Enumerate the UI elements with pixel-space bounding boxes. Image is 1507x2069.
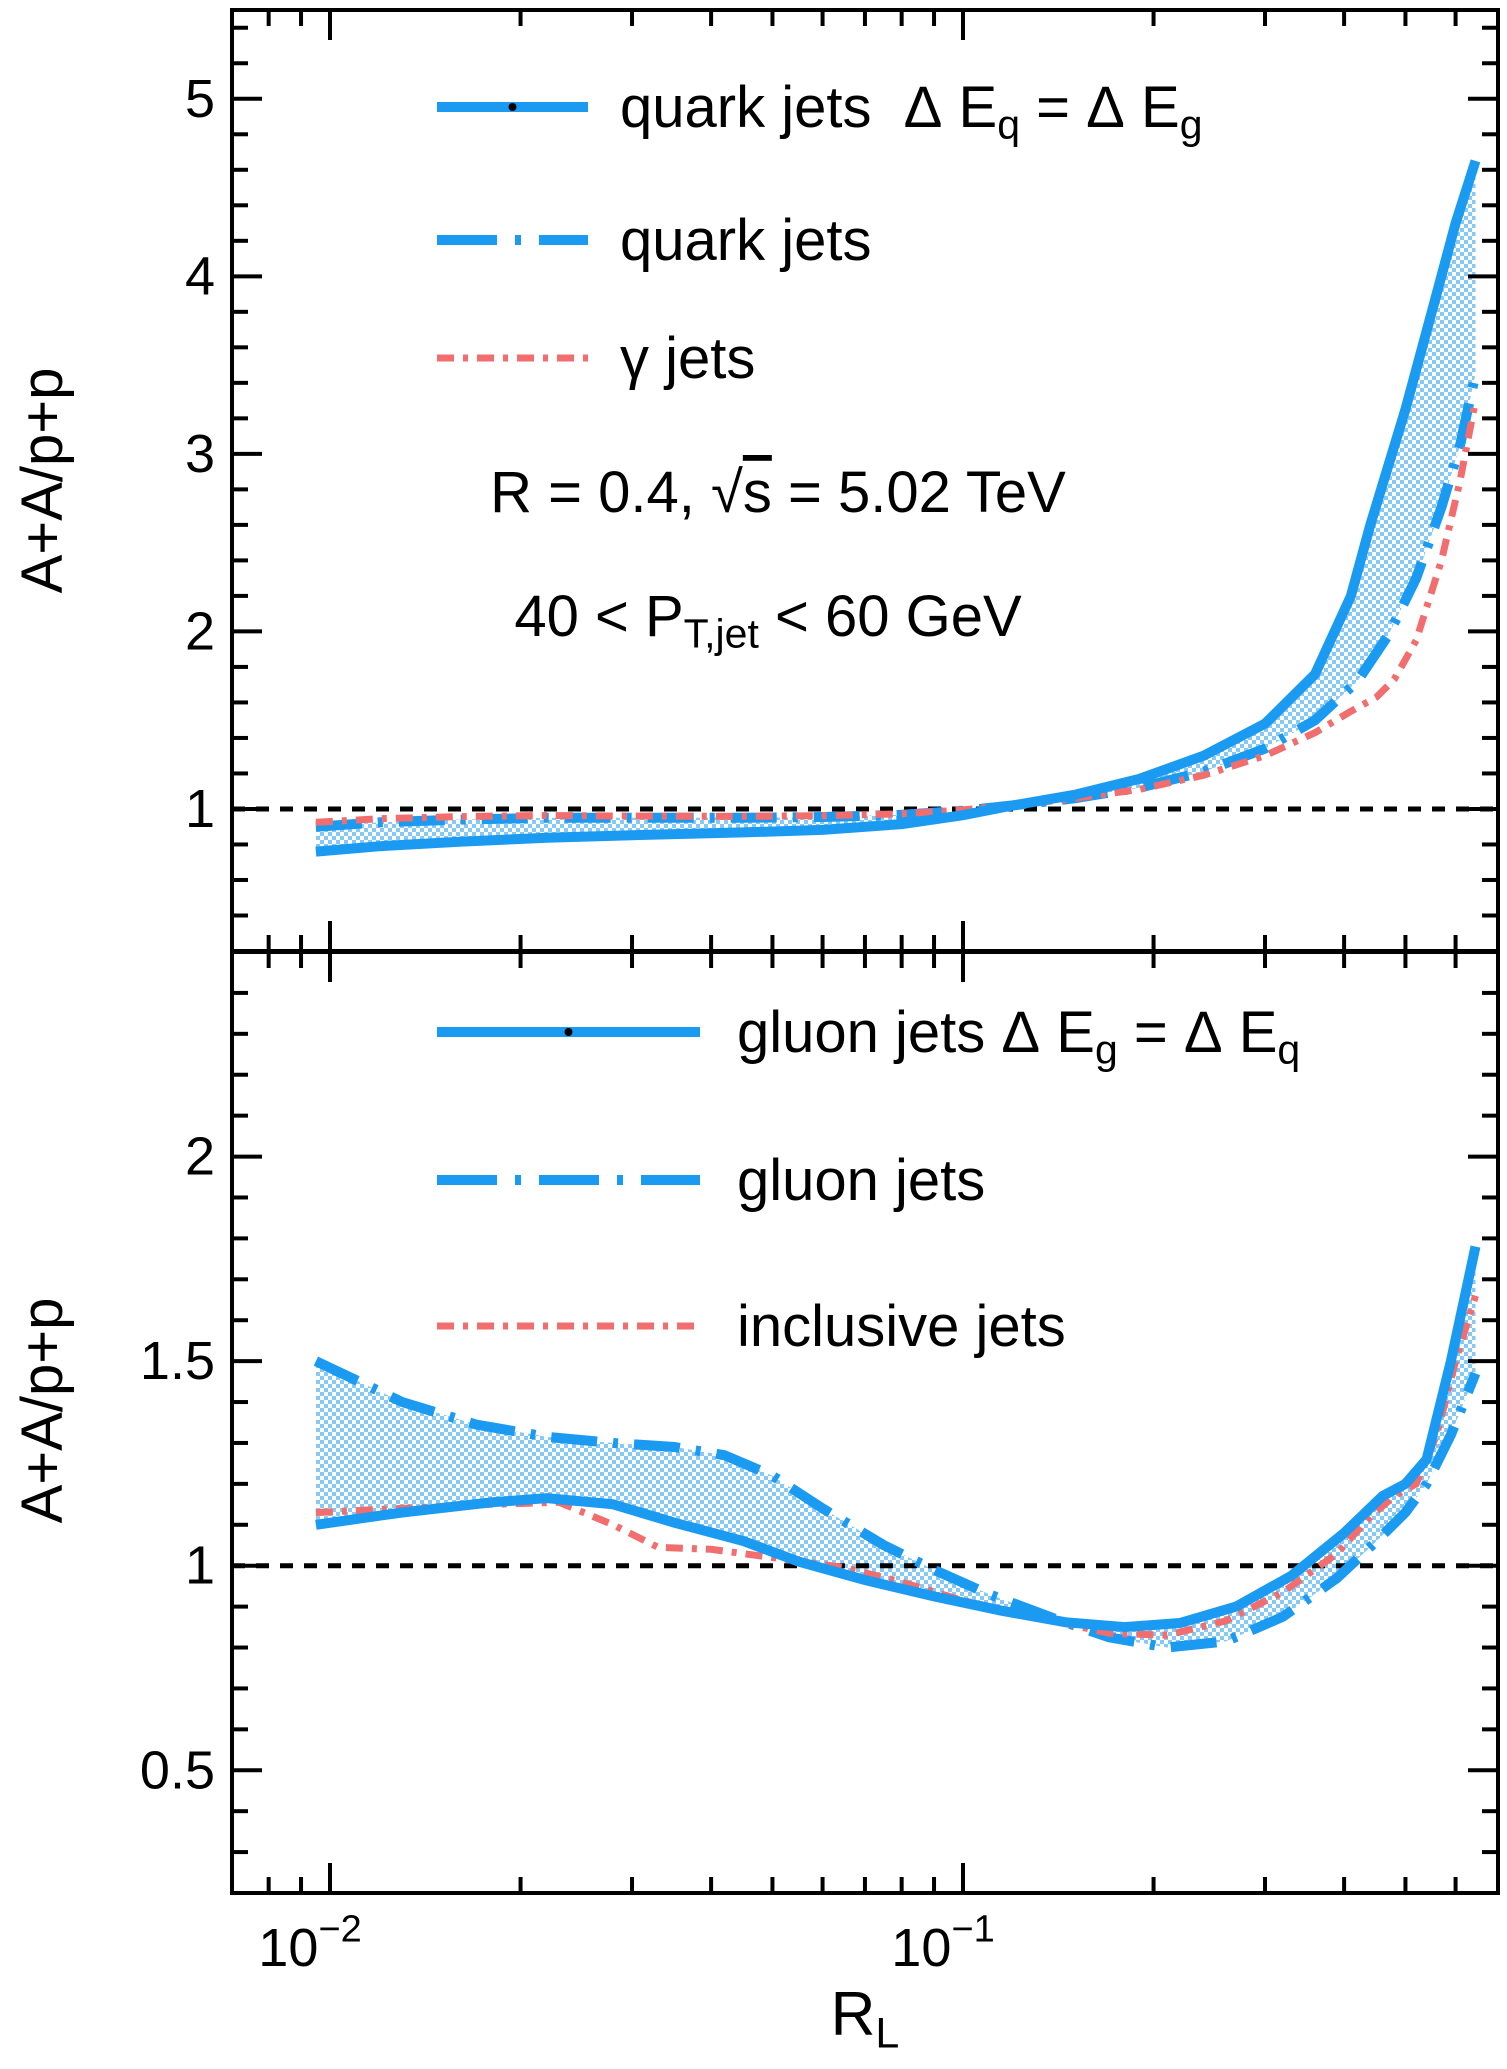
y-axis-title-bottom: A+A/p+p [10, 1298, 75, 1524]
legend-label-bottom-0: gluon jets Δ Eg = Δ Eq [737, 1000, 1300, 1073]
uncertainty-band [315, 1246, 1476, 1648]
ticks-top [232, 10, 1498, 951]
plot-area-bottom [232, 1245, 1498, 1653]
y-axis-title-top: A+A/p+p [10, 368, 75, 594]
ticks-bottom [232, 952, 1498, 1893]
legend-label-top-0: quark jets Δ Eq = Δ Eg [620, 75, 1203, 148]
x-axis-title: RL [831, 1980, 900, 2057]
x-tick-label-0: 10−2 [258, 1909, 361, 1978]
legend-marker-dot [508, 103, 517, 111]
y-tick-label-top-5: 5 [185, 69, 215, 129]
y-tick-label-top-3: 3 [185, 424, 215, 484]
legend-label-bottom-1: gluon jets [737, 1148, 985, 1213]
annotation-top-1: 40 < PT,jet < 60 GeV [514, 584, 1022, 657]
y-tick-label-bottom-1.5: 1.5 [140, 1331, 215, 1391]
legend-top: quark jets Δ Eq = Δ Eg quark jets γ jets [437, 75, 1203, 391]
legend-marker-dot [564, 1028, 573, 1036]
x-axis-labels: 10−2 10−1RL [258, 1909, 994, 2058]
legend-bottom: gluon jets Δ Eg = Δ Eq gluon jets inclusiv… [437, 1000, 1300, 1359]
curve-dashdot-red-top [315, 399, 1479, 826]
curve-solid-blue-top [315, 159, 1481, 857]
y-tick-label-top-4: 4 [185, 246, 215, 306]
y-tick-label-bottom-2: 2 [185, 1127, 215, 1187]
y-tick-label-top-1: 1 [185, 779, 215, 839]
x-tick-label-1: 10−1 [891, 1909, 994, 1978]
legend-label-bottom-2: inclusive jets [737, 1294, 1066, 1359]
curve-dashed-blue-bottom [313, 1356, 1481, 1653]
curve-solid-blue-bottom [315, 1245, 1481, 1633]
y-tick-label-bottom-1: 1 [185, 1536, 215, 1596]
legend-label-top-1: quark jets [620, 208, 871, 273]
plot-area-top [232, 159, 1498, 857]
annotation-top-0: R = 0.4, √s = 5.02 TeV [490, 460, 1066, 525]
y-tick-label-bottom-0.5: 0.5 [140, 1740, 215, 1800]
y-tick-label-top-2: 2 [185, 601, 215, 661]
legend-label-top-2: γ jets [620, 326, 755, 391]
